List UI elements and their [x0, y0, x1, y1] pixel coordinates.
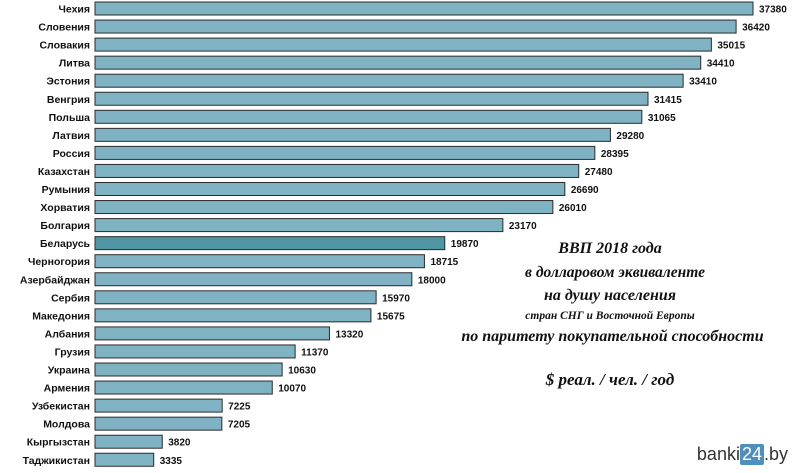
- value-label: 19870: [451, 239, 479, 250]
- category-label: Сербия: [51, 292, 90, 304]
- category-label: Хорватия: [40, 202, 90, 214]
- category-label: Польша: [49, 112, 91, 124]
- bar-2: [94, 37, 712, 52]
- category-label: Эстония: [46, 76, 90, 88]
- bar-6: [94, 109, 643, 124]
- value-label: 33410: [689, 77, 717, 88]
- bar-16: [94, 290, 377, 305]
- bar-10: [94, 182, 566, 196]
- bar-13: [94, 236, 446, 251]
- category-label: Грузия: [55, 346, 90, 358]
- bar-0: [94, 1, 754, 16]
- bar-4: [94, 73, 684, 88]
- bar-22: [94, 398, 223, 413]
- bar-5: [94, 91, 649, 106]
- value-label: 27480: [585, 167, 613, 178]
- bar-7: [94, 127, 611, 142]
- category-label: Литва: [59, 58, 90, 70]
- category-label: Молдова: [43, 419, 90, 431]
- category-label: Узбекистан: [32, 401, 90, 413]
- bar-8: [94, 145, 596, 160]
- category-label: Румыния: [42, 184, 90, 196]
- value-label: 10070: [278, 384, 306, 395]
- category-label: Словакия: [39, 40, 90, 52]
- value-label: 31065: [648, 113, 676, 124]
- value-label: 18715: [430, 257, 458, 268]
- category-label: Украина: [48, 365, 90, 377]
- value-label: 37380: [759, 5, 787, 16]
- category-label: Армения: [44, 383, 90, 395]
- chart-title-line-3: на душу населения: [544, 287, 676, 304]
- value-label: 15675: [377, 311, 405, 322]
- bar-19: [94, 344, 296, 359]
- bar-21: [94, 380, 273, 395]
- bar-11: [94, 200, 554, 215]
- value-label: 7225: [228, 402, 251, 413]
- category-label: Албания: [45, 328, 90, 340]
- value-label: 3820: [168, 438, 191, 449]
- bar-24: [94, 434, 163, 449]
- value-label: 15970: [382, 293, 410, 304]
- value-label: 36420: [742, 23, 770, 34]
- value-label: 34410: [707, 59, 735, 70]
- category-label: Казахстан: [38, 166, 90, 178]
- value-label: 26690: [571, 185, 599, 196]
- bar-3: [94, 55, 702, 70]
- category-label: Беларусь: [40, 238, 91, 250]
- value-label: 7205: [228, 420, 251, 431]
- chart-units-label: $ реал. / чел. / год: [545, 370, 675, 389]
- bar-12: [94, 218, 504, 233]
- value-label: 28395: [601, 149, 629, 160]
- value-label: 26010: [559, 203, 587, 214]
- bar-14: [94, 254, 425, 269]
- chart-title-line-5: по паритету покупательной способности: [461, 328, 764, 345]
- bar-15: [94, 272, 413, 287]
- site-logo: banki 24 .by: [697, 444, 788, 465]
- bar-9: [94, 163, 580, 178]
- chart-title-line-1: ВВП 2018 года: [558, 240, 662, 257]
- bar-23: [94, 416, 223, 431]
- category-label: Россия: [53, 148, 90, 160]
- value-label: 23170: [509, 221, 537, 232]
- value-label: 29280: [616, 131, 644, 142]
- logo-suffix: .by: [763, 444, 788, 464]
- bar-25: [94, 452, 155, 467]
- value-label: 31415: [654, 95, 682, 106]
- category-label: Венгрия: [47, 94, 90, 106]
- value-label: 10630: [288, 366, 316, 377]
- category-label: Кыргызстан: [27, 437, 90, 449]
- category-label: Македония: [32, 310, 90, 322]
- category-label: Чехия: [59, 4, 91, 16]
- bar-20: [94, 362, 283, 377]
- logo-prefix: banki: [696, 444, 740, 464]
- bar-17: [94, 308, 372, 323]
- value-label: 13320: [335, 329, 363, 340]
- value-label: 3335: [160, 456, 183, 467]
- bar-18: [94, 326, 330, 341]
- category-label: Азербайджан: [20, 274, 90, 286]
- value-label: 18000: [418, 275, 446, 286]
- value-label: 11370: [301, 347, 329, 358]
- bar-1: [94, 19, 737, 34]
- category-label: Черногория: [28, 256, 90, 268]
- value-label: 35015: [717, 41, 745, 52]
- chart-title-line-4: стран СНГ и Восточной Европы: [525, 310, 695, 322]
- category-label: Латвия: [52, 130, 90, 142]
- chart-title-line-2: в долларовом эквиваленте: [525, 264, 705, 281]
- category-label: Словения: [38, 22, 90, 34]
- logo-number: 24: [739, 444, 764, 465]
- category-label: Таджикистан: [23, 455, 90, 467]
- category-label: Болгария: [40, 220, 90, 232]
